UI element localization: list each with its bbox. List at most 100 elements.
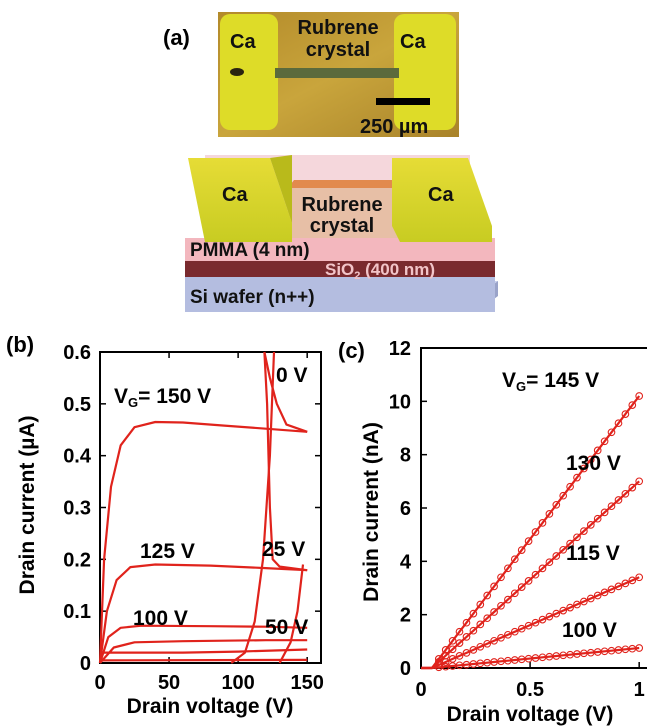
panel-c-point-1 bbox=[552, 552, 561, 560]
panel-b: (b) 0 50 100 150 0 0.1 0.2 0.3 0.4 0.5 0.6 Drain … bbox=[6, 332, 324, 718]
scale-bar-label: 250 µm bbox=[360, 116, 428, 138]
panel-c-point-3 bbox=[635, 644, 644, 652]
panel-c-point-2 bbox=[621, 579, 630, 588]
panel-c-y-tick-label: 2 bbox=[400, 605, 411, 627]
photo-crystal-label-line2: crystal bbox=[306, 39, 371, 61]
panel-b-curve-0 bbox=[98, 420, 308, 664]
panel-c-y-ticks: 0 2 4 6 8 10 12 bbox=[389, 338, 427, 680]
panel-c-point-2 bbox=[469, 646, 478, 654]
panel-a-label: (a) bbox=[163, 25, 190, 50]
panel-c-point-2 bbox=[614, 582, 623, 591]
panel-c-x-tick-label: 1 bbox=[634, 679, 645, 701]
panel-b-y-tick-label: 0.2 bbox=[63, 549, 91, 571]
panel-c-point-2 bbox=[517, 624, 526, 633]
si-wafer bbox=[185, 276, 495, 312]
panel-c-point-2 bbox=[504, 630, 512, 639]
panel-c-y-tick-label: 12 bbox=[389, 338, 411, 360]
panel-c-point-2 bbox=[628, 576, 637, 585]
panel-b-vg-symbol: V bbox=[114, 385, 128, 408]
panel-b-vg125-label: 125 V bbox=[140, 540, 195, 563]
panel-c-point-0 bbox=[614, 419, 623, 428]
panel-c-point-2 bbox=[490, 636, 498, 645]
panel-b-curve-4 bbox=[98, 624, 308, 664]
panel-c-point-1 bbox=[545, 558, 554, 567]
panel-c-point-2 bbox=[580, 597, 588, 606]
panel-c-point-0 bbox=[600, 437, 609, 446]
panel-c-y-tick-label: 6 bbox=[400, 498, 411, 520]
panel-c-x-axis-label: Drain voltage (V) bbox=[447, 703, 614, 726]
panel-c-point-2 bbox=[559, 606, 568, 615]
si-label: Si wafer (n++) bbox=[190, 287, 315, 308]
schematic-right-electrode bbox=[392, 158, 492, 242]
panel-c-point-0 bbox=[462, 618, 471, 627]
panel-b-y-axis-label: Drain current (µA) bbox=[16, 416, 39, 595]
panel-c-point-2 bbox=[455, 652, 464, 660]
panel-c-point-1 bbox=[607, 502, 616, 511]
panel-c-point-1 bbox=[497, 601, 505, 610]
panel-b-x-tick-label: 0 bbox=[94, 672, 105, 694]
panel-c-point-0 bbox=[490, 582, 498, 591]
panel-c-point-0 bbox=[628, 401, 637, 409]
panel-b-vg0-label: 0 V bbox=[276, 364, 308, 387]
panel-c-point-1 bbox=[580, 527, 588, 535]
panel-b-vg50-label: 50 V bbox=[265, 616, 308, 639]
schematic-left-ca-label: Ca bbox=[222, 184, 248, 206]
panel-c-point-0 bbox=[593, 446, 602, 455]
panel-b-x-ticks: 0 50 100 150 bbox=[94, 352, 324, 694]
panel-c-vg100-label: 100 V bbox=[562, 619, 617, 642]
panel-c-point-0 bbox=[552, 500, 561, 509]
panel-c-point-0 bbox=[510, 555, 519, 564]
panel-c-curves bbox=[421, 392, 644, 672]
panel-c-point-1 bbox=[483, 614, 492, 623]
panel-b-y-tick-label: 0.4 bbox=[63, 446, 92, 468]
panel-b-y-ticks: 0 0.1 0.2 0.3 0.4 0.5 0.6 bbox=[63, 342, 321, 675]
pmma-layer bbox=[185, 238, 495, 261]
panel-c-point-1 bbox=[559, 545, 568, 554]
sio2-label-main: SiO bbox=[325, 260, 354, 279]
panel-c-point-0 bbox=[483, 591, 492, 600]
panel-b-x-tick-label: 100 bbox=[221, 672, 254, 694]
panel-c-vg-subscript: G bbox=[516, 379, 526, 394]
rubrene-block bbox=[288, 188, 398, 238]
panel-c-point-1 bbox=[476, 620, 485, 629]
panel-c-point-2 bbox=[573, 600, 581, 609]
panel-a: (a) Ca Ca Rubrene crystal 250 µm bbox=[163, 12, 498, 312]
panel-b-vg-subscript: G bbox=[128, 395, 138, 410]
panel-c-point-2 bbox=[566, 603, 574, 612]
panel-c-point-2 bbox=[545, 612, 554, 621]
sio2-label-rest: (400 nm) bbox=[360, 260, 435, 279]
schematic-left-electrode-side bbox=[270, 155, 292, 223]
sio2-label: SiO2 (400 nm) bbox=[325, 260, 435, 282]
panel-c-point-2 bbox=[600, 588, 609, 597]
panel-c-vg145-label: VG= 145 V bbox=[502, 369, 599, 394]
panel-c-point-2 bbox=[510, 627, 519, 636]
panel-c-x-tick-label: 0 bbox=[415, 679, 426, 701]
panel-c-point-2 bbox=[635, 573, 644, 582]
device-schematic: Ca Ca Rubrene crystal PMMA (4 nm) SiO2 (… bbox=[185, 155, 498, 312]
panel-c-point-1 bbox=[593, 514, 602, 523]
rubrene-top bbox=[288, 180, 404, 188]
panel-c-point-2 bbox=[586, 594, 595, 603]
panel-c-point-2 bbox=[462, 649, 471, 657]
panel-c-point-1 bbox=[455, 639, 464, 647]
panel-c-y-tick-label: 4 bbox=[400, 551, 412, 573]
panel-c-point-0 bbox=[580, 464, 588, 473]
panel-b-label: (b) bbox=[6, 332, 34, 357]
panel-c-point-1 bbox=[538, 564, 547, 573]
panel-b-curve-6 bbox=[100, 648, 308, 654]
panel-b-curve-7 bbox=[230, 351, 276, 664]
panel-c-point-0 bbox=[586, 455, 595, 464]
panel-c-point-2 bbox=[552, 609, 561, 618]
panel-b-y-tick-label: 0.6 bbox=[63, 342, 91, 364]
panel-b-x-axis-label: Drain voltage (V) bbox=[127, 695, 294, 718]
panel-b-curve-1 bbox=[263, 351, 308, 433]
panel-b-curves bbox=[98, 351, 308, 664]
panel-c-x-tick-label: 0.5 bbox=[516, 679, 544, 701]
panel-c-y-tick-label: 8 bbox=[400, 445, 411, 467]
panel-c-point-0 bbox=[524, 537, 533, 545]
panel-c-point-1 bbox=[524, 577, 533, 585]
panel-c-point-1 bbox=[586, 521, 595, 529]
panel-c-vg-symbol: V bbox=[502, 369, 516, 392]
panel-c-point-0 bbox=[607, 428, 616, 437]
